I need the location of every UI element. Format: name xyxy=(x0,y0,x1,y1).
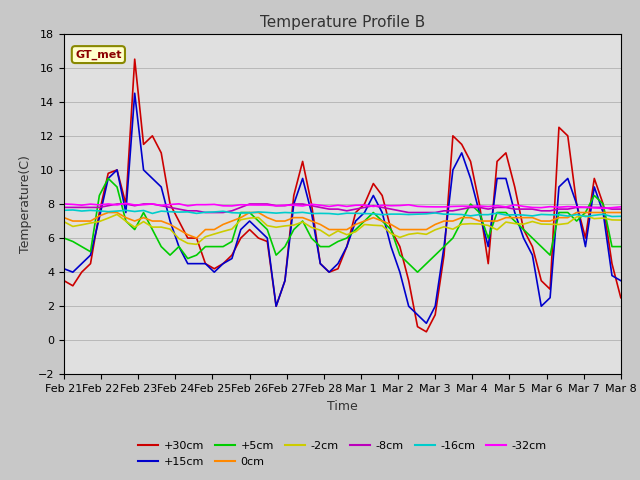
-2cm xyxy=(60,219,68,225)
+5cm xyxy=(431,252,439,258)
-2cm xyxy=(617,217,625,223)
+15cm xyxy=(422,321,430,326)
Title: Temperature Profile B: Temperature Profile B xyxy=(260,15,425,30)
+15cm xyxy=(131,90,138,96)
+15cm xyxy=(60,266,68,272)
-32cm xyxy=(599,205,607,211)
Y-axis label: Temperature(C): Temperature(C) xyxy=(19,155,32,253)
-8cm xyxy=(140,201,147,207)
-16cm xyxy=(60,207,68,213)
+30cm xyxy=(60,278,68,284)
-2cm xyxy=(193,241,200,247)
-2cm xyxy=(440,224,448,229)
-8cm xyxy=(308,203,316,209)
0cm xyxy=(60,215,68,220)
-16cm xyxy=(617,214,625,219)
Line: +30cm: +30cm xyxy=(64,59,621,332)
+15cm xyxy=(299,176,307,181)
-16cm xyxy=(378,212,386,217)
+30cm xyxy=(299,158,307,164)
+15cm xyxy=(140,167,147,173)
+5cm xyxy=(440,244,448,250)
-8cm xyxy=(352,206,360,212)
+5cm xyxy=(378,218,386,224)
-16cm xyxy=(299,209,307,215)
-16cm xyxy=(422,211,430,217)
Line: +15cm: +15cm xyxy=(64,93,621,324)
-32cm xyxy=(299,203,307,209)
+30cm xyxy=(343,244,351,250)
+30cm xyxy=(431,312,439,318)
+5cm xyxy=(413,269,421,275)
Line: -8cm: -8cm xyxy=(64,204,621,213)
+15cm xyxy=(378,210,386,216)
+30cm xyxy=(440,252,448,258)
0cm xyxy=(387,222,395,228)
-32cm xyxy=(378,203,386,208)
+5cm xyxy=(104,176,112,181)
-32cm xyxy=(122,201,130,206)
-8cm xyxy=(60,204,68,210)
-16cm xyxy=(140,207,147,213)
-8cm xyxy=(440,208,448,214)
Legend: +30cm, +15cm, +5cm, 0cm, -2cm, -8cm, -16cm, -32cm: +30cm, +15cm, +5cm, 0cm, -2cm, -8cm, -16… xyxy=(134,437,551,471)
-32cm xyxy=(343,204,351,209)
-2cm xyxy=(113,212,121,217)
Text: GT_met: GT_met xyxy=(75,49,122,60)
+30cm xyxy=(617,295,625,300)
+5cm xyxy=(299,218,307,224)
+30cm xyxy=(422,329,430,335)
-2cm xyxy=(352,229,360,235)
0cm xyxy=(431,222,439,228)
-8cm xyxy=(387,206,395,212)
0cm xyxy=(140,215,147,220)
X-axis label: Time: Time xyxy=(327,400,358,413)
-8cm xyxy=(617,206,625,212)
+30cm xyxy=(131,56,138,62)
+5cm xyxy=(617,244,625,250)
Line: +5cm: +5cm xyxy=(64,179,621,272)
+15cm xyxy=(440,244,448,250)
-32cm xyxy=(60,201,68,207)
+5cm xyxy=(343,235,351,241)
-16cm xyxy=(343,210,351,216)
0cm xyxy=(617,210,625,216)
+5cm xyxy=(140,210,147,216)
-32cm xyxy=(422,204,430,210)
Line: -16cm: -16cm xyxy=(64,210,621,216)
-2cm xyxy=(140,219,147,225)
+15cm xyxy=(343,244,351,250)
Line: -32cm: -32cm xyxy=(64,204,621,208)
0cm xyxy=(308,218,316,224)
-8cm xyxy=(113,201,121,207)
-2cm xyxy=(431,227,439,233)
+15cm xyxy=(617,278,625,284)
-8cm xyxy=(202,210,209,216)
-2cm xyxy=(308,225,316,230)
-8cm xyxy=(431,210,439,216)
-16cm xyxy=(431,210,439,216)
+30cm xyxy=(378,192,386,198)
Line: 0cm: 0cm xyxy=(64,213,621,238)
-2cm xyxy=(387,231,395,237)
Line: -2cm: -2cm xyxy=(64,215,621,244)
+5cm xyxy=(60,235,68,241)
-32cm xyxy=(140,202,147,207)
+15cm xyxy=(431,303,439,309)
-16cm xyxy=(69,207,77,213)
0cm xyxy=(104,210,112,216)
0cm xyxy=(352,222,360,228)
-32cm xyxy=(617,204,625,210)
-32cm xyxy=(431,204,439,210)
+30cm xyxy=(140,142,147,147)
0cm xyxy=(440,218,448,224)
0cm xyxy=(193,235,200,241)
-16cm xyxy=(582,214,589,219)
